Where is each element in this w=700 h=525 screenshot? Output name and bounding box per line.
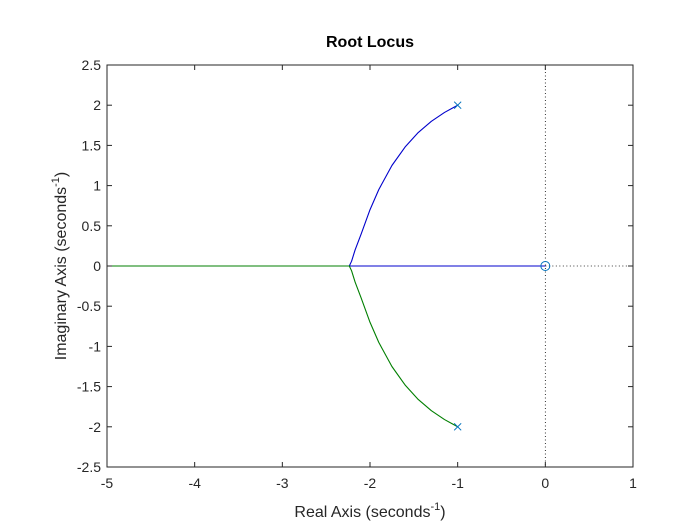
locus-branch-2 [107, 265, 458, 428]
x-tick-label: 0 [541, 475, 549, 491]
x-axis-label-text: Real Axis (seconds [294, 504, 430, 521]
x-tick-label: -5 [101, 475, 114, 491]
x-axis-label-superscript: -1 [430, 501, 440, 513]
pole-marker-1 [453, 101, 462, 110]
zero-marker-1 [540, 261, 551, 271]
pole-marker-stroke [453, 422, 462, 431]
locus-branches [107, 104, 546, 428]
pole-marker-2 [453, 422, 462, 431]
y-axis-label-superscript: -1 [50, 177, 62, 187]
x-tick-label: -3 [276, 475, 289, 491]
y-tick-label: -2 [89, 419, 102, 435]
y-tick-label: 0 [93, 258, 101, 274]
y-tick-label: -2.5 [77, 459, 101, 475]
y-tick-label: -0.5 [77, 298, 101, 314]
plot-area: -5 -4 -3 -2 -1 0 1 -2.5 -2 -1.5 -1 -0.5 0 0.5 1 1.5 2 2.5 [77, 57, 637, 491]
y-tick-label: 2 [93, 97, 101, 113]
pole-marker-stroke [453, 101, 462, 110]
y-tick-label: 1.5 [82, 137, 102, 153]
reference-lines [544, 65, 633, 467]
y-axis-label-suffix: ) [53, 172, 70, 177]
x-tick-label: 1 [629, 475, 637, 491]
y-axis-label: Imaginary Axis (seconds-1) [50, 172, 70, 361]
x-tick-label: -1 [451, 475, 464, 491]
y-tick-label: 1 [93, 178, 101, 194]
y-tick-label: 2.5 [82, 57, 102, 73]
x-axis-label-suffix: ) [440, 504, 445, 521]
y-axis-label-text: Imaginary Axis (seconds [53, 187, 70, 360]
x-tick-label: -4 [188, 475, 201, 491]
axis-ticks: -5 -4 -3 -2 -1 0 1 -2.5 -2 -1.5 -1 -0.5 0 0.5 1 1.5 2 2.5 [77, 57, 637, 491]
y-tick-label: -1 [89, 338, 102, 354]
locus-branch-1 [348, 104, 546, 267]
x-axis-label: Real Axis (seconds-1) [294, 501, 445, 521]
x-tick-label: -2 [364, 475, 377, 491]
pole-zero-markers [453, 101, 551, 431]
chart-title: Root Locus [326, 34, 414, 51]
y-tick-label: -1.5 [77, 379, 101, 395]
y-tick-label: 0.5 [82, 218, 102, 234]
